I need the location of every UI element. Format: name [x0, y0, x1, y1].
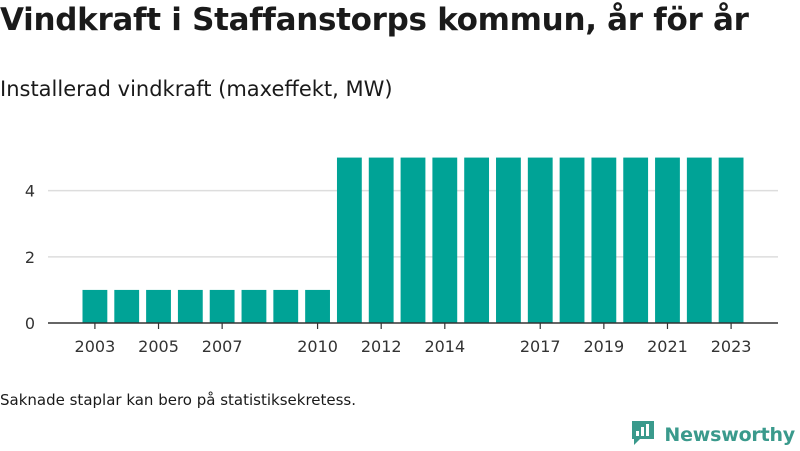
x-tick-label: 2012	[361, 337, 402, 356]
y-tick-label: 2	[25, 248, 35, 267]
bar-chart: 0 2 4 2003 2005 2007 2010 2012 2014 2017 2019 2021 2…	[25, 157, 778, 356]
footnote: Saknade staplar kan bero på statistiksek…	[0, 391, 357, 409]
bar-2004	[114, 289, 140, 323]
y-tick-label: 4	[25, 182, 35, 201]
bar-2010	[305, 289, 330, 323]
chart-title: Vindkraft i Staffanstorps kommun, år för…	[0, 2, 749, 38]
chart-subtitle: Installerad vindkraft (maxeffekt, MW)	[0, 77, 393, 101]
x-tick-label: 2010	[297, 337, 338, 356]
bar-2003	[82, 289, 108, 323]
bar-2008	[241, 289, 267, 323]
bar-2020	[623, 157, 649, 323]
bar-2023	[718, 157, 744, 323]
bar-2009	[273, 289, 299, 323]
brand-logo[interactable]: Newsworthy	[630, 419, 795, 451]
x-tick-label: 2003	[75, 337, 116, 356]
bar-2011	[336, 157, 362, 323]
bar-2015	[464, 157, 490, 323]
newsworthy-logo-icon	[630, 419, 656, 451]
x-tick-label: 2021	[647, 337, 688, 356]
x-tick-label: 2005	[138, 337, 179, 356]
x-tick-label: 2019	[583, 337, 624, 356]
bar-2022	[686, 157, 712, 323]
bar-2006	[177, 289, 203, 323]
bar-2005	[146, 289, 171, 323]
bar-2014	[432, 157, 458, 323]
x-tick-label: 2014	[424, 337, 465, 356]
x-tick-label: 2017	[520, 337, 561, 356]
brand-name: Newsworthy	[664, 424, 795, 446]
bar-2018	[559, 157, 585, 323]
bar-2007	[209, 289, 235, 323]
x-tick-label: 2023	[711, 337, 752, 356]
bar-2016	[496, 157, 521, 323]
y-tick-label: 0	[25, 314, 35, 333]
bar-2012	[368, 157, 394, 323]
bar-2021	[655, 157, 680, 323]
bar-2013	[400, 157, 426, 323]
bar-2017	[527, 157, 553, 323]
bar-2019	[591, 157, 617, 323]
x-tick-label: 2007	[202, 337, 243, 356]
